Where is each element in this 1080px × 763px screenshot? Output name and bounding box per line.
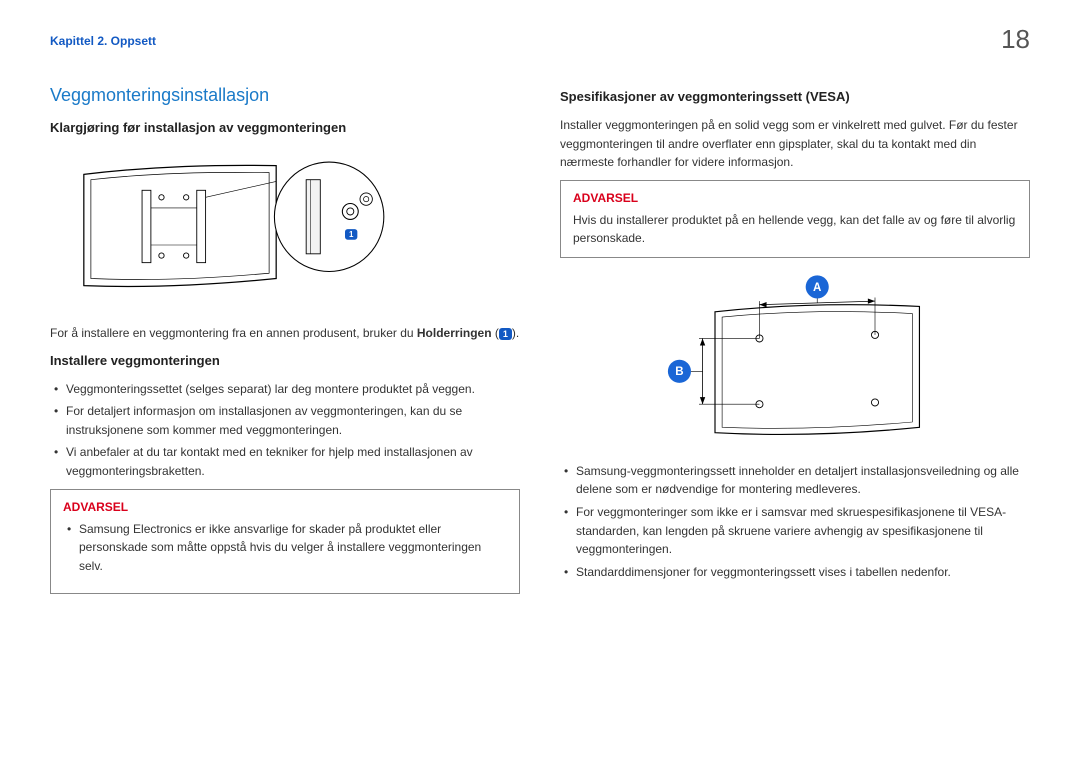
figure-bracket-install: 1 [50,155,520,305]
list-item: For detaljert informasjon om installasjo… [50,402,520,439]
list-item: For veggmonteringer som ikke er i samsva… [560,503,1030,559]
warning-title: ADVARSEL [573,191,1017,205]
warning-box-left: ADVARSEL Samsung Electronics er ikke ans… [50,489,520,595]
vesa-bullets: Samsung-veggmonteringssett inneholder en… [560,462,1030,582]
left-column: Veggmonteringsinstallasjon Klargjøring f… [50,85,520,594]
page-number: 18 [1001,24,1030,55]
section-title: Veggmonteringsinstallasjon [50,85,520,106]
list-item: Samsung-veggmonteringssett inneholder en… [560,462,1030,499]
install-bullets: Veggmonteringssettet (selges separat) la… [50,380,520,481]
subsection-prep: Klargjøring før installasjon av veggmont… [50,120,520,135]
warning-body: Hvis du installerer produktet på en hell… [573,211,1017,247]
svg-text:1: 1 [349,230,354,239]
callout-1-icon: 1 [499,328,512,340]
label-a: A [813,282,822,294]
list-item: Veggmonteringssettet (selges separat) la… [50,380,520,399]
list-item: Samsung Electronics er ikke ansvarlige f… [63,520,507,576]
note-close-paren: ). [512,326,519,340]
subsection-install: Installere veggmonteringen [50,353,520,368]
note-bold: Holderringen [417,326,492,340]
warning-bullets: Samsung Electronics er ikke ansvarlige f… [63,520,507,576]
figure-vesa-dims: A B [635,268,955,448]
holder-ring-note: For å installere en veggmontering fra en… [50,324,520,343]
vesa-intro: Installer veggmonteringen på en solid ve… [560,116,1030,172]
note-pre: For å installere en veggmontering fra en… [50,326,417,340]
subsection-vesa: Spesifikasjoner av veggmonteringssett (V… [560,89,1030,104]
label-b: B [675,366,683,378]
right-column: Spesifikasjoner av veggmonteringssett (V… [560,85,1030,594]
list-item: Vi anbefaler at du tar kontakt med en te… [50,443,520,480]
chapter-label: Kapittel 2. Oppsett [50,34,156,48]
warning-title: ADVARSEL [63,500,507,514]
warning-box-right: ADVARSEL Hvis du installerer produktet p… [560,180,1030,258]
list-item: Standarddimensjoner for veggmonteringsse… [560,563,1030,582]
note-open-paren: ( [492,326,499,340]
